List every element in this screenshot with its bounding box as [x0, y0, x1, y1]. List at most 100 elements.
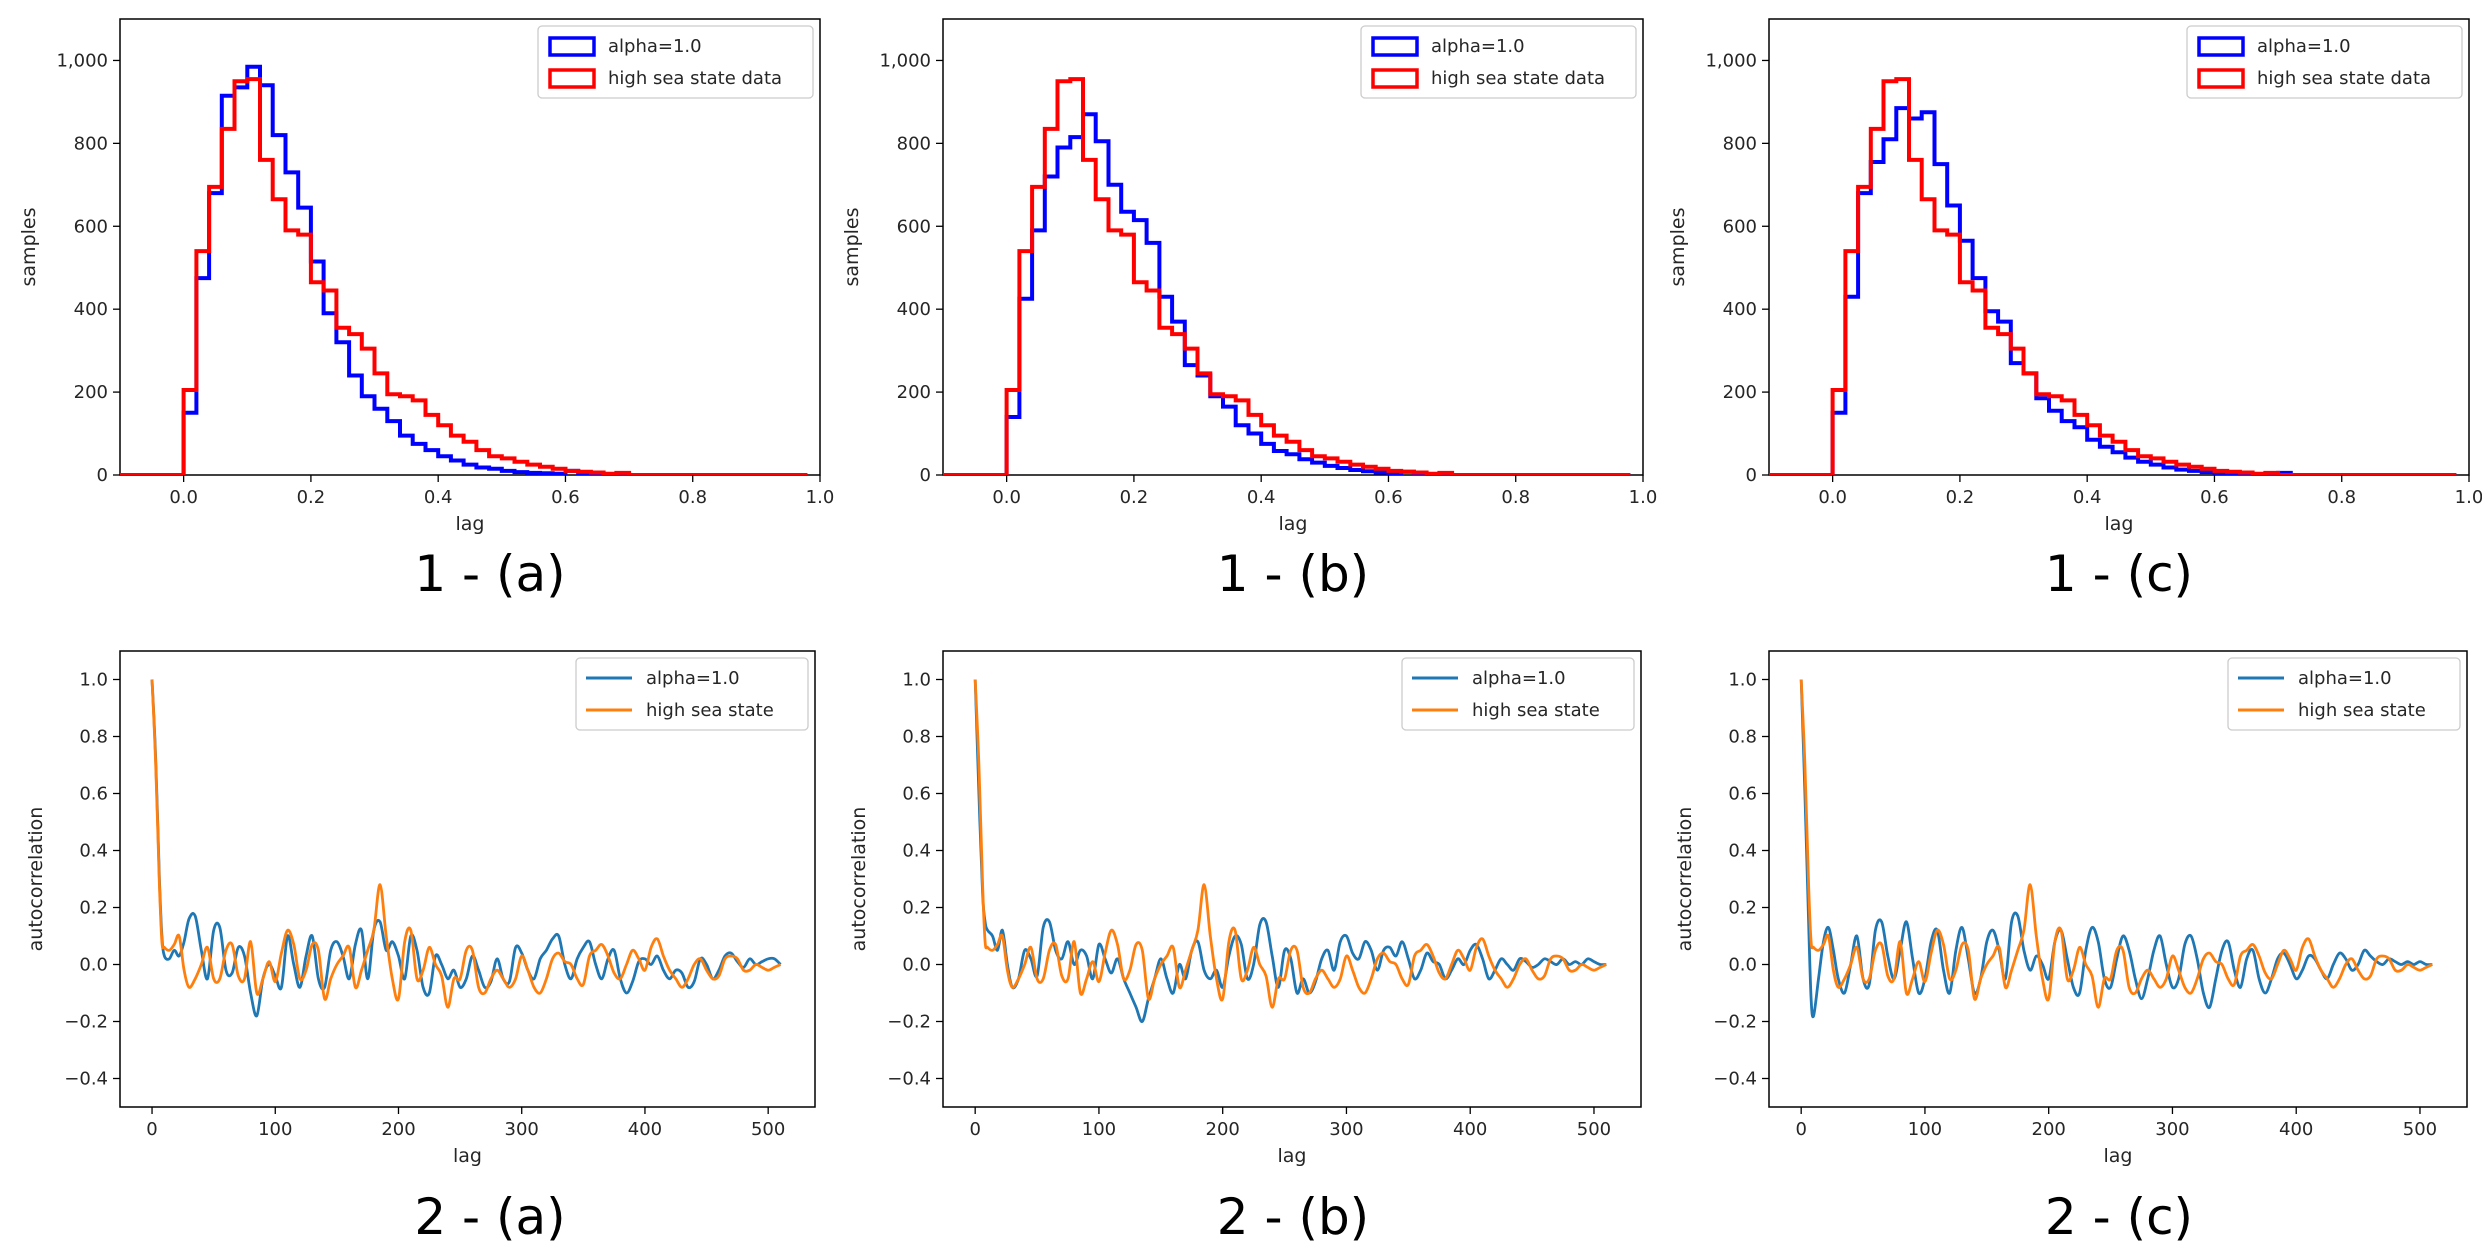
y-tick-label: 1,000 [56, 50, 108, 71]
x-axis-label: lag [1279, 513, 1308, 535]
x-tick-label: 0.2 [297, 487, 326, 508]
y-tick-label: 0.6 [902, 784, 931, 805]
x-tick-label: 400 [628, 1119, 662, 1140]
series-high-sea-hist [943, 77, 1631, 475]
caption-2b: 2 - (b) [1216, 1188, 1370, 1246]
x-tick-label: 0.8 [2327, 487, 2356, 508]
legend-swatch [2197, 36, 2245, 57]
legend: alpha=1.0 high sea state [1401, 657, 1635, 731]
legend-box [2227, 657, 2461, 731]
x-tick-label: 0.4 [1247, 487, 1276, 508]
plot-area [1769, 77, 2457, 475]
x-axis-label: lag [2105, 513, 2134, 535]
x-tick-label: 0 [1795, 1119, 1806, 1140]
x-tick-label: 0.0 [992, 487, 1021, 508]
y-tick-label: −0.2 [1713, 1012, 1757, 1033]
legend: alpha=1.0 high sea state [575, 657, 809, 731]
legend-box [2186, 25, 2463, 99]
legend-label: high sea state data [2257, 68, 2431, 89]
y-tick-label: 0 [97, 465, 108, 486]
y-tick-label: 0.8 [79, 727, 108, 748]
series-high-sea-line [150, 679, 782, 1009]
plot-frame [942, 18, 1644, 476]
x-axis-label: lag [453, 1145, 482, 1167]
legend-swatch [2197, 68, 2245, 89]
y-tick-label: −0.2 [64, 1012, 108, 1033]
plot-frame [119, 18, 821, 476]
chart-6: 0 100 200 300 400 500 −0.4 −0.2 0.0 0.2 0.4 0.6 0.8 1… [1674, 650, 2468, 1167]
y-axis-label: autocorrelation [1674, 807, 1696, 952]
y-tick-label: 400 [74, 299, 108, 320]
y-tick-label: 1,000 [1705, 50, 1757, 71]
x-tick-label: 1.0 [806, 487, 835, 508]
y-tick-label: −0.2 [887, 1012, 931, 1033]
y-tick-label: 600 [74, 216, 108, 237]
x-tick-label: 1.0 [1629, 487, 1658, 508]
legend-label: alpha=1.0 [2257, 36, 2351, 57]
plot-frame [942, 650, 1642, 1108]
legend-box [575, 657, 809, 731]
y-tick-label: −0.4 [887, 1069, 931, 1090]
legend-label: high sea state data [1431, 68, 1605, 89]
y-tick-label: 600 [1723, 216, 1757, 237]
plot-area [943, 77, 1631, 475]
x-tick-label: 0.2 [1120, 487, 1149, 508]
legend-swatch [548, 68, 596, 89]
legend: alpha=1.0 high sea state data [537, 25, 814, 99]
x-tick-label: 0.6 [551, 487, 580, 508]
y-tick-label: 200 [897, 382, 931, 403]
y-tick-label: 1,000 [879, 50, 931, 71]
series-high-sea-hist [120, 77, 808, 475]
y-axis-label: samples [18, 208, 40, 287]
y-axis-label: samples [841, 208, 863, 287]
y-tick-label: 200 [1723, 382, 1757, 403]
x-tick-label: 400 [2279, 1119, 2313, 1140]
y-tick-label: 0.4 [79, 841, 108, 862]
caption-2c: 2 - (c) [2044, 1188, 2194, 1246]
y-tick-label: 0.6 [1728, 784, 1757, 805]
legend-label: high sea state [2298, 700, 2426, 721]
x-tick-label: 500 [1577, 1119, 1611, 1140]
legend: alpha=1.0 high sea state data [2186, 25, 2463, 99]
legend-box [537, 25, 814, 99]
legend-box [1360, 25, 1637, 99]
x-tick-label: 200 [381, 1119, 415, 1140]
y-tick-label: 0.2 [79, 898, 108, 919]
caption-2a: 2 - (a) [414, 1188, 566, 1246]
caption-1c: 1 - (c) [2044, 545, 2194, 603]
x-tick-label: 0.6 [1374, 487, 1403, 508]
y-tick-label: 0.2 [902, 898, 931, 919]
y-axis-label: autocorrelation [25, 807, 47, 952]
series-high-sea-hist [1769, 77, 2457, 475]
y-tick-label: 0.4 [1728, 841, 1757, 862]
x-axis-label: lag [2104, 1145, 2133, 1167]
x-tick-label: 300 [2155, 1119, 2189, 1140]
x-tick-label: 0 [146, 1119, 157, 1140]
x-tick-label: 300 [1329, 1119, 1363, 1140]
legend-swatch [1371, 36, 1419, 57]
x-tick-label: 0.8 [678, 487, 707, 508]
x-tick-label: 0.8 [1501, 487, 1530, 508]
x-tick-label: 0.4 [2073, 487, 2102, 508]
y-tick-label: 800 [74, 133, 108, 154]
legend-label: alpha=1.0 [608, 36, 702, 57]
x-tick-label: 200 [2032, 1119, 2066, 1140]
y-tick-label: 400 [1723, 299, 1757, 320]
x-tick-label: 0.6 [2200, 487, 2229, 508]
y-tick-label: −0.4 [1713, 1069, 1757, 1090]
y-tick-label: 600 [897, 216, 931, 237]
plot-frame [1768, 18, 2470, 476]
series-alpha-line [973, 679, 1607, 1023]
x-tick-label: 400 [1453, 1119, 1487, 1140]
legend-label: high sea state data [608, 68, 782, 89]
x-tick-label: 500 [2403, 1119, 2437, 1140]
chart-2: 0.0 0.2 0.4 0.6 0.8 1.0 0 200 400 600 800 1,000 lag s… [841, 18, 1658, 535]
y-tick-label: 1.0 [79, 670, 108, 691]
x-tick-label: 100 [258, 1119, 292, 1140]
x-tick-label: 200 [1206, 1119, 1240, 1140]
x-tick-label: 0.0 [169, 487, 198, 508]
legend-swatch [1371, 68, 1419, 89]
chart-3: 0.0 0.2 0.4 0.6 0.8 1.0 0 200 400 600 800 1,000 lag s… [1667, 18, 2482, 535]
x-tick-label: 500 [751, 1119, 785, 1140]
x-tick-label: 0.4 [424, 487, 453, 508]
